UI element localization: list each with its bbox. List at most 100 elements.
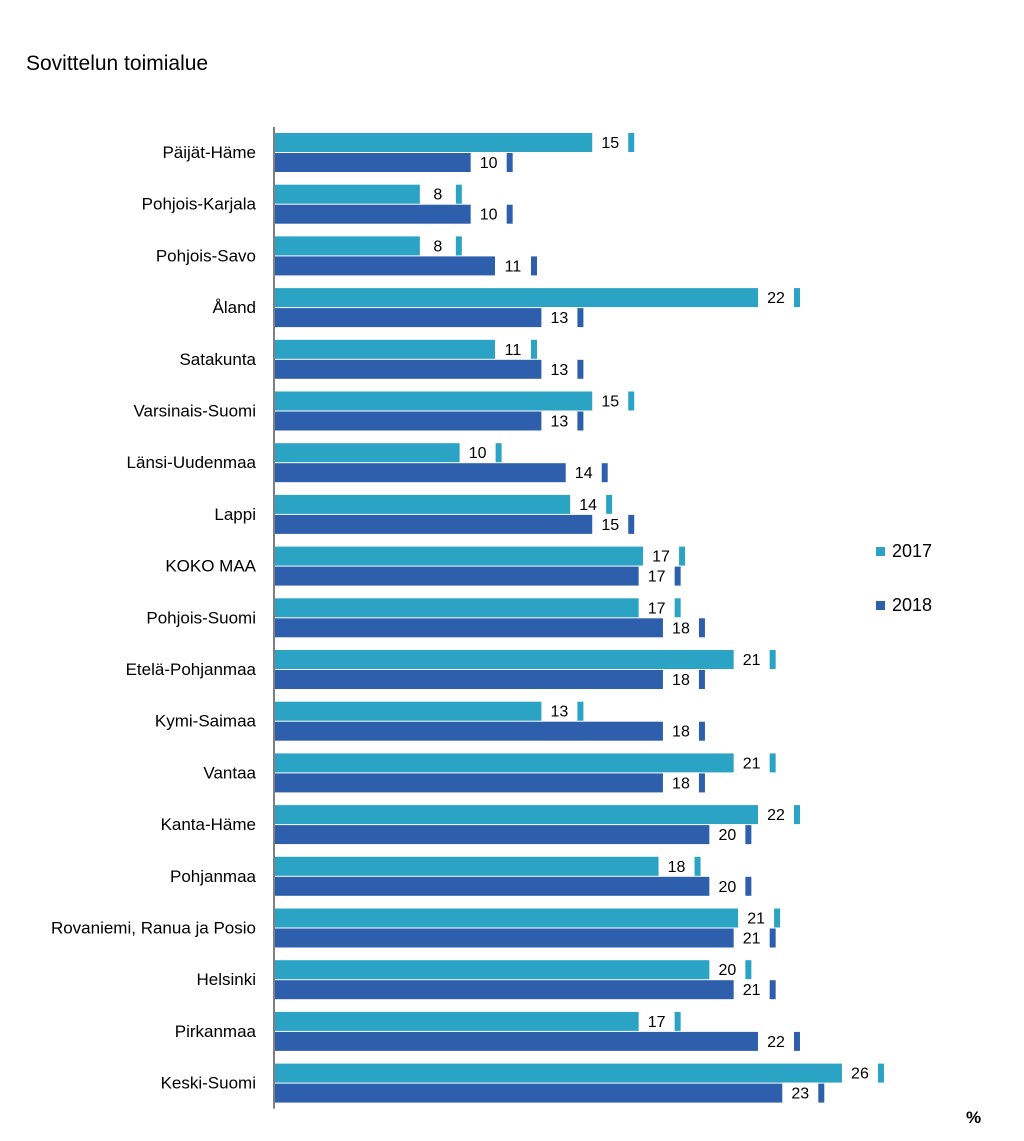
data-label-box	[757, 1030, 794, 1052]
bar-2018-13	[274, 825, 752, 845]
data-label-2018-3: 13	[551, 310, 569, 327]
data-label-box	[419, 235, 456, 257]
category-label: KOKO MAA	[165, 557, 256, 576]
data-label-2017-16: 20	[718, 962, 736, 979]
bar-2018-8	[274, 566, 681, 586]
data-label-2018-12: 18	[672, 775, 690, 792]
data-label-2017-1: 8	[433, 187, 442, 204]
data-label-2018-11: 18	[672, 724, 690, 741]
data-label-2018-16: 21	[743, 982, 761, 999]
data-label-2017-18: 26	[851, 1066, 869, 1083]
bar-2017-18	[274, 1063, 884, 1083]
category-label: Helsinki	[196, 970, 256, 989]
data-label-2018-17: 22	[767, 1034, 785, 1051]
data-label-2017-9: 17	[648, 600, 666, 617]
category-label: Kanta-Häme	[161, 815, 256, 834]
data-label-box	[662, 669, 699, 690]
bar-2018-4	[274, 359, 584, 379]
category-label: Pohjanmaa	[170, 867, 257, 886]
category-label: Keski-Suomi	[161, 1074, 256, 1093]
bar-2018-5	[274, 411, 584, 431]
data-label-2017-0: 15	[601, 135, 619, 152]
data-label-2017-3: 22	[767, 290, 785, 307]
data-label-2017-6: 10	[469, 445, 487, 462]
data-label-2017-5: 15	[601, 394, 619, 411]
bar-2018-9	[274, 618, 705, 638]
data-label-2017-10: 21	[743, 652, 761, 669]
bar-2017-1	[274, 184, 462, 204]
legend-label-2017: 2017	[892, 541, 933, 561]
data-label-box	[541, 700, 578, 722]
data-label-2018-1: 10	[480, 207, 498, 224]
data-label-box	[494, 255, 531, 277]
axis-unit-label: %	[966, 1108, 982, 1127]
legend-swatch-2018	[876, 601, 885, 610]
bar-2017-2	[274, 236, 462, 256]
legend-item-2017: 2017	[876, 541, 932, 562]
data-label-box	[709, 824, 746, 846]
bar-2018-11	[274, 721, 705, 741]
bar-2018-17	[274, 1031, 800, 1051]
data-label-box	[541, 307, 578, 329]
data-label-2018-8: 17	[648, 569, 666, 586]
category-label: Kymi-Saimaa	[155, 712, 257, 731]
bar-2018-6	[274, 463, 608, 483]
data-label-box	[757, 287, 794, 309]
data-label-2017-13: 22	[767, 807, 785, 824]
data-label-box	[782, 1082, 819, 1104]
data-label-2018-18: 23	[791, 1086, 809, 1103]
bar-2017-14	[274, 856, 701, 876]
bar-2018-2	[274, 256, 537, 276]
data-label-2017-12: 21	[743, 755, 761, 772]
data-label-box	[733, 649, 770, 670]
data-label-box	[541, 358, 578, 380]
data-label-box	[757, 804, 794, 826]
bar-2018-16	[274, 980, 776, 1000]
data-label-box	[592, 513, 629, 535]
data-label-box	[643, 545, 680, 567]
bar-2018-15	[274, 928, 776, 948]
category-label: Etelä-Pohjanmaa	[126, 660, 257, 679]
bar-2017-4	[274, 339, 537, 359]
data-label-2017-17: 17	[648, 1014, 666, 1031]
category-label: Satakunta	[179, 350, 256, 369]
data-label-box	[841, 1062, 878, 1084]
data-label-2018-9: 18	[672, 620, 690, 637]
data-label-2017-4: 11	[505, 342, 522, 359]
data-label-box	[470, 203, 507, 225]
data-label-2018-6: 14	[575, 465, 593, 482]
category-label: Lappi	[214, 505, 256, 524]
data-label-2017-15: 21	[747, 911, 765, 928]
bar-2017-6	[274, 443, 502, 463]
data-label-box	[738, 907, 775, 929]
bar-2017-12	[274, 753, 776, 773]
legend-label-2018: 2018	[892, 595, 933, 615]
data-label-2017-2: 8	[433, 238, 442, 255]
data-label-box	[459, 442, 496, 464]
data-label-2017-8: 17	[652, 549, 670, 566]
category-label: Pirkanmaa	[175, 1022, 257, 1041]
bar-2017-17	[274, 1011, 681, 1031]
data-label-box	[494, 338, 531, 360]
data-label-box	[733, 979, 770, 1001]
data-label-2018-5: 13	[551, 414, 569, 431]
data-label-box	[638, 1010, 675, 1032]
data-label-box	[638, 565, 675, 587]
category-label: Åland	[213, 298, 256, 317]
category-label: Päijät-Häme	[162, 143, 256, 162]
category-label: Varsinais-Suomi	[133, 402, 256, 421]
category-label: Rovaniemi, Ranua ja Posio	[51, 919, 256, 938]
data-label-box	[638, 597, 675, 619]
bar-2017-16	[274, 960, 752, 980]
data-label-2017-14: 18	[668, 859, 686, 876]
data-label-box	[709, 875, 746, 897]
bar-2017-13	[274, 805, 800, 825]
legend-item-2018: 2018	[876, 595, 932, 616]
data-label-box	[570, 493, 607, 515]
data-label-box	[565, 462, 602, 484]
data-label-box	[470, 152, 507, 173]
data-label-box	[709, 959, 746, 981]
category-label: Pohjois-Suomi	[146, 608, 256, 627]
bar-2017-0	[274, 133, 635, 152]
